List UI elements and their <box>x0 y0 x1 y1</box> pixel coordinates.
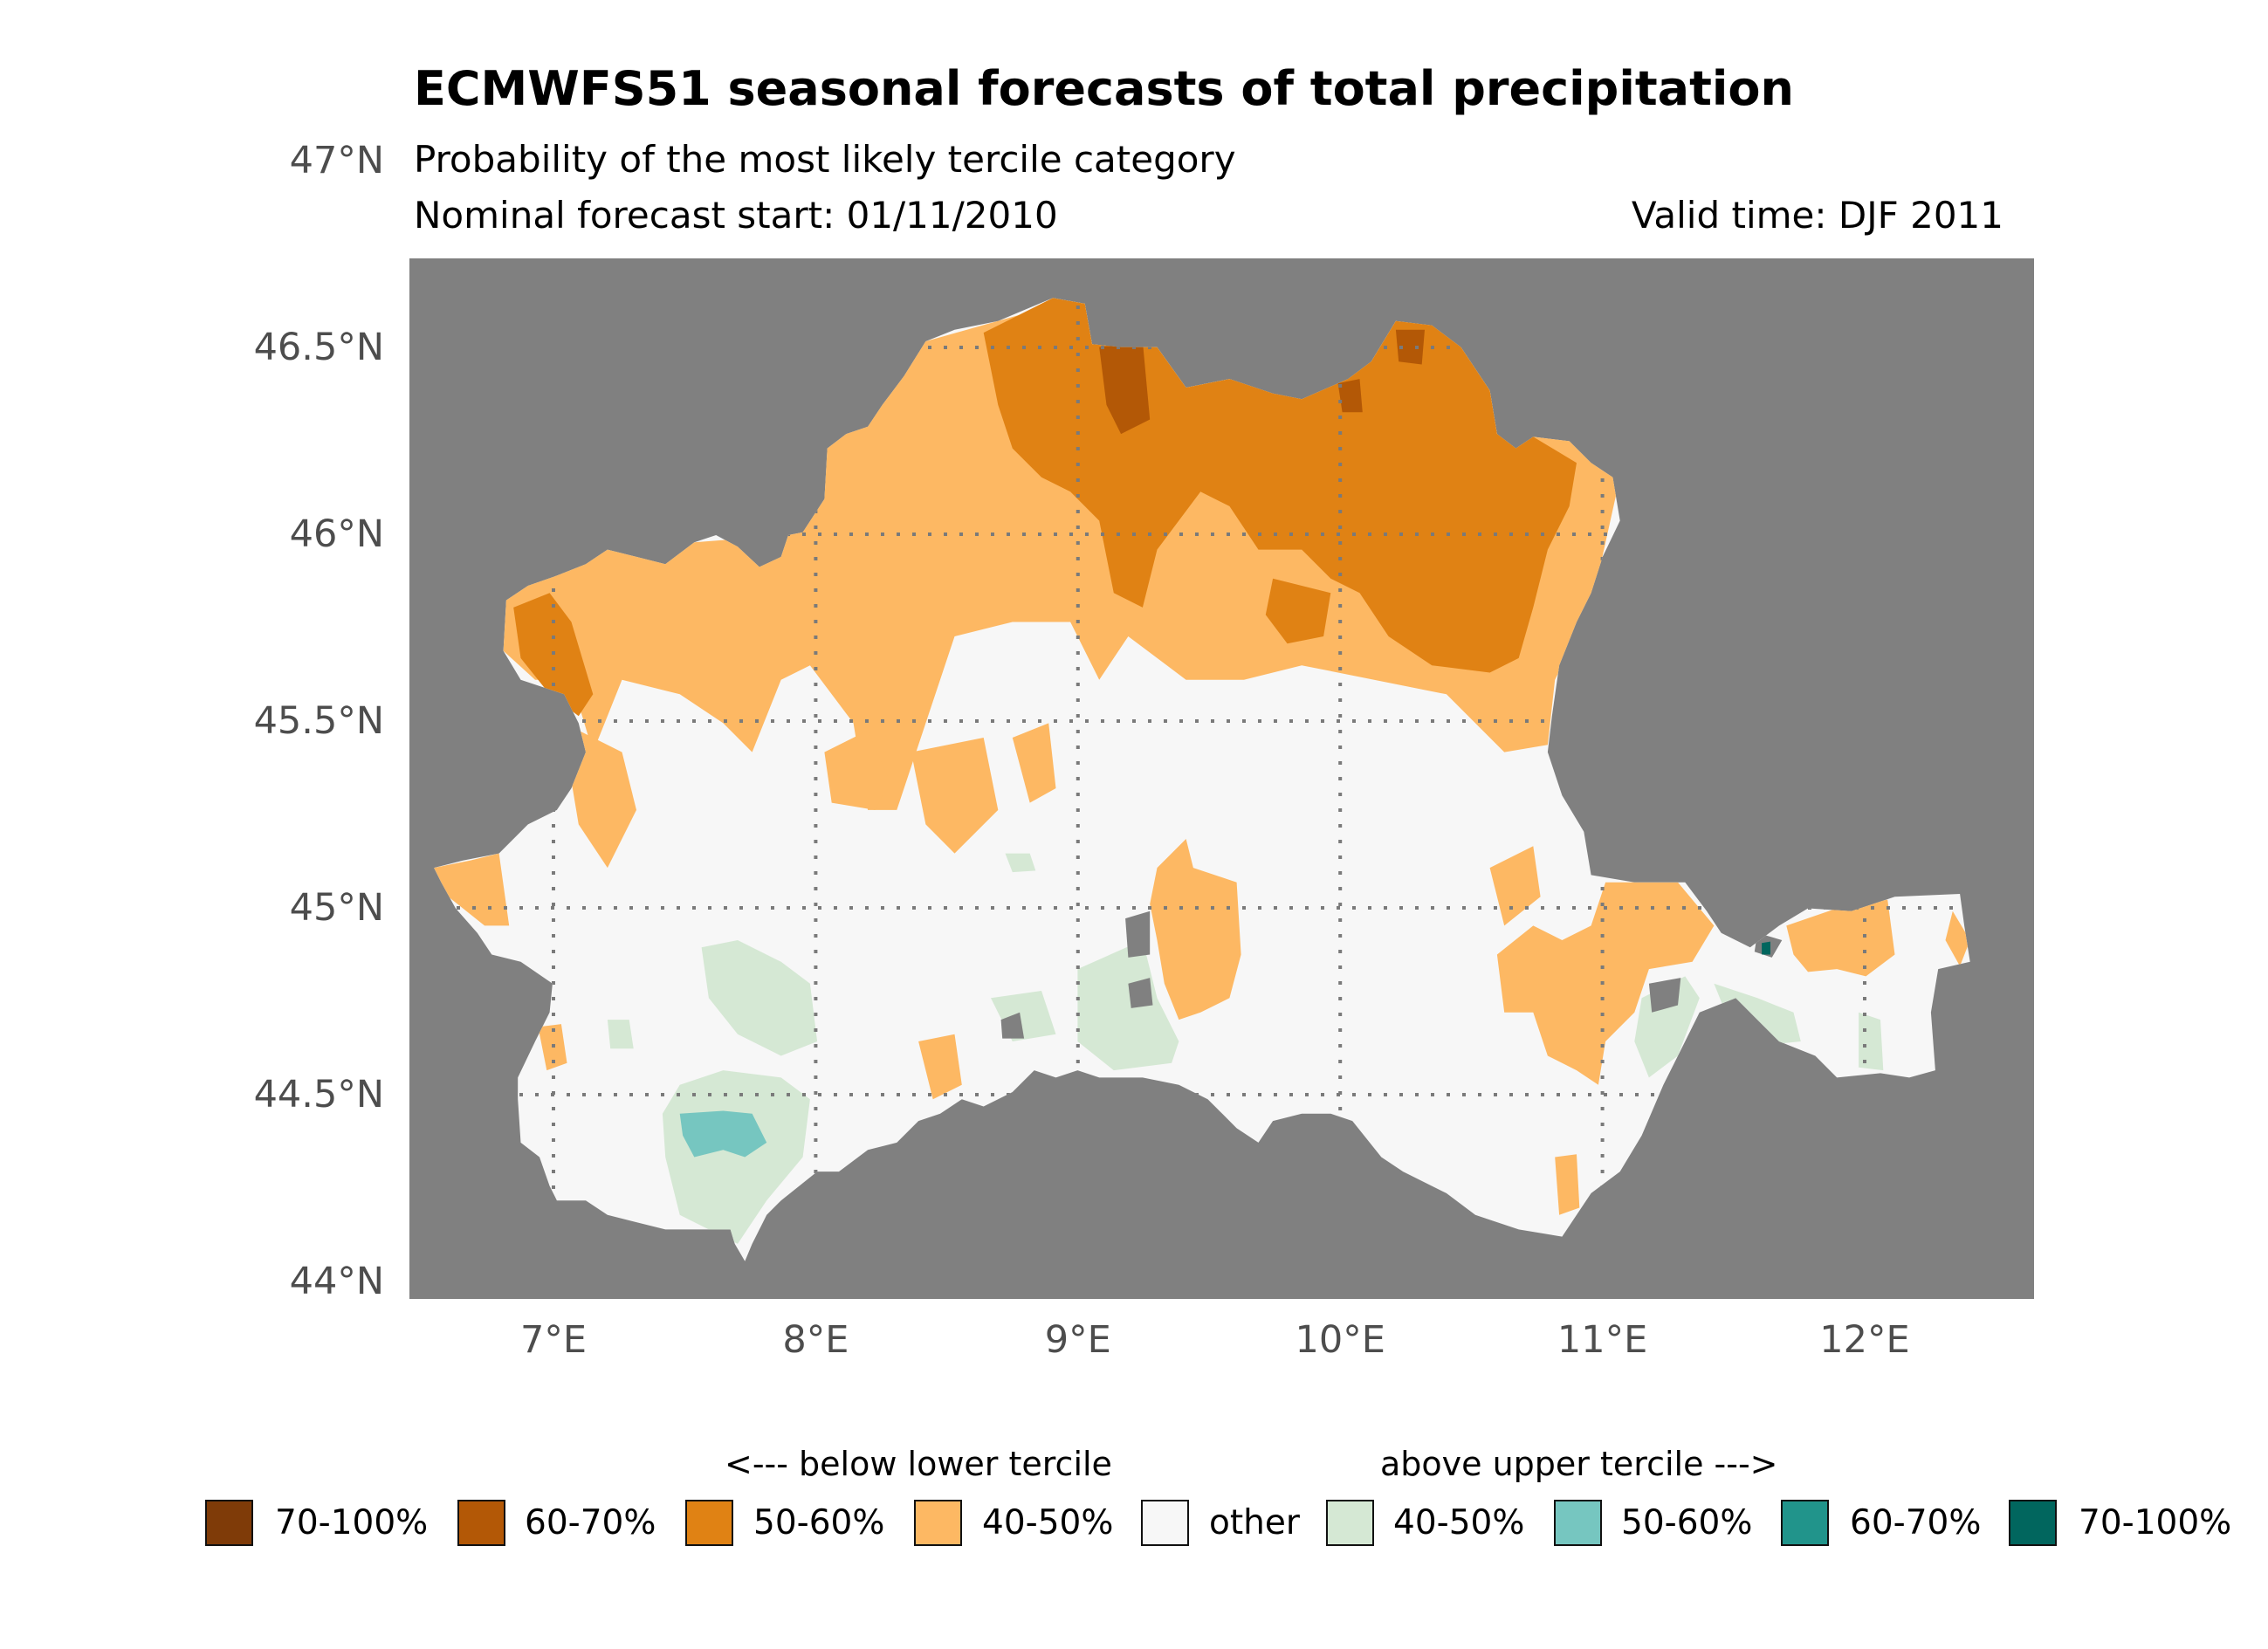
valid-time: Valid time: DJF 2011 <box>1631 194 2003 237</box>
map-zone-cell <box>607 1020 634 1049</box>
map-zone-cell <box>1099 341 1151 435</box>
y-tick-label: 46°N <box>289 512 384 556</box>
map-zone-cell <box>1337 379 1363 413</box>
map-zone-cell <box>918 1034 962 1100</box>
legend-swatch <box>457 1500 505 1546</box>
map-zone-cell <box>1395 329 1425 365</box>
map-zone-cell <box>1859 1012 1884 1071</box>
chart-title: ECMWFS51 seasonal forecasts of total pre… <box>414 61 1794 116</box>
legend-swatch <box>914 1500 962 1546</box>
map-zone-cell <box>1128 978 1153 1008</box>
x-tick-label: 10°E <box>1295 1318 1385 1362</box>
x-tick-label: 9°E <box>1044 1318 1111 1362</box>
y-tick-label: 45°N <box>289 886 384 930</box>
map-zone-cell <box>1012 723 1056 803</box>
y-tick-label: 47°N <box>289 139 384 182</box>
legend-swatch <box>1554 1500 1602 1546</box>
map-zone-cell <box>1496 882 1715 1085</box>
map-zone-cell <box>1077 940 1179 1071</box>
map-zone-cell <box>1634 976 1700 1078</box>
map-zone-cell <box>1489 846 1541 926</box>
map-zone-cell <box>1000 1012 1025 1039</box>
legend-label: 70-100% <box>275 1503 429 1543</box>
legend-above-header: above upper tercile ---> <box>1380 1445 1778 1483</box>
legend-swatch <box>1326 1500 1374 1546</box>
legend-label: 50-60% <box>753 1503 885 1543</box>
map-zone-cell <box>911 738 999 854</box>
legend-label: 50-60% <box>1621 1503 1753 1543</box>
map-zone-cell <box>1150 839 1241 1020</box>
map-zone-cell <box>1555 1154 1580 1215</box>
y-tick-label: 45.5°N <box>253 699 384 743</box>
y-tick-label: 44.5°N <box>253 1073 384 1117</box>
chart-subtitle: Probability of the most likely tercile c… <box>414 138 1236 181</box>
map-zone-cell <box>701 940 818 1056</box>
legend-label: 40-50% <box>982 1503 1114 1543</box>
legend-label: other <box>1209 1503 1300 1543</box>
map-zone-cell <box>1125 910 1151 958</box>
map-zone-cell <box>1762 941 1770 955</box>
map-zone-cell <box>1265 578 1331 644</box>
legend-swatch <box>205 1500 253 1546</box>
map-zone-cell <box>571 730 636 869</box>
legend-swatch <box>2009 1500 2057 1546</box>
map-zone-cell <box>1786 899 1895 977</box>
legend-label: 60-70% <box>1850 1503 1982 1543</box>
map-zone-cell <box>824 730 890 810</box>
y-tick-label: 46.5°N <box>253 326 384 369</box>
legend-swatch <box>1141 1500 1189 1546</box>
x-tick-label: 8°E <box>782 1318 849 1362</box>
map-zone-cell <box>1945 910 1970 966</box>
map-zone-cell <box>1648 978 1681 1013</box>
x-tick-label: 12°E <box>1819 1318 1910 1362</box>
x-tick-label: 7°E <box>519 1318 588 1362</box>
legend-label: 70-100% <box>2079 1503 2232 1543</box>
legend-swatch <box>1781 1500 1829 1546</box>
legend-swatch <box>685 1500 733 1546</box>
map-zone-cell <box>1005 853 1036 873</box>
legend-label: 60-70% <box>525 1503 656 1543</box>
legend-below-header: <--- below lower tercile <box>725 1445 1112 1483</box>
y-tick-label: 44°N <box>289 1260 384 1303</box>
legend-label: 40-50% <box>1393 1503 1525 1543</box>
x-tick-label: 11°E <box>1557 1318 1648 1362</box>
map-zone-cell <box>679 1110 767 1158</box>
forecast-start: Nominal forecast start: 01/11/2010 <box>414 194 1058 237</box>
